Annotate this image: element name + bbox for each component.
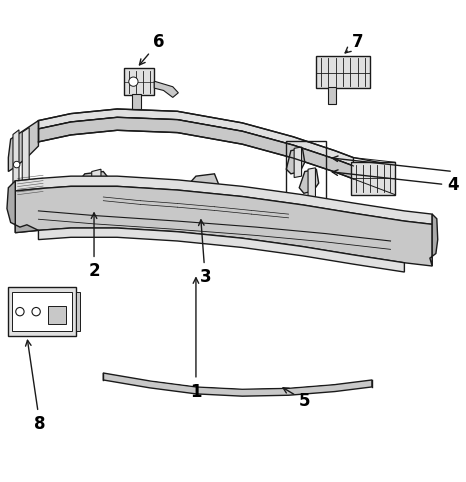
Polygon shape — [15, 176, 432, 224]
FancyBboxPatch shape — [351, 162, 395, 195]
Text: 6: 6 — [139, 33, 164, 65]
Text: 4: 4 — [332, 170, 459, 194]
FancyBboxPatch shape — [12, 292, 72, 331]
FancyBboxPatch shape — [8, 287, 75, 336]
Circle shape — [14, 161, 20, 168]
Polygon shape — [15, 187, 432, 266]
Text: 2: 2 — [88, 213, 100, 280]
Text: 7: 7 — [345, 33, 364, 53]
Polygon shape — [299, 169, 319, 193]
Polygon shape — [308, 168, 315, 199]
Polygon shape — [39, 109, 353, 166]
Polygon shape — [8, 120, 39, 172]
Circle shape — [16, 308, 24, 316]
Text: 8: 8 — [26, 340, 46, 433]
Text: 1: 1 — [190, 278, 202, 401]
FancyBboxPatch shape — [75, 292, 80, 331]
Circle shape — [129, 77, 138, 86]
Text: 3: 3 — [199, 220, 211, 286]
Polygon shape — [286, 148, 305, 174]
Polygon shape — [75, 172, 113, 190]
FancyBboxPatch shape — [328, 87, 336, 104]
Polygon shape — [294, 147, 302, 177]
Polygon shape — [353, 158, 391, 164]
Polygon shape — [39, 228, 404, 272]
Polygon shape — [187, 174, 219, 192]
Text: 5: 5 — [283, 388, 310, 410]
Circle shape — [32, 308, 40, 316]
Polygon shape — [13, 130, 19, 200]
Polygon shape — [430, 214, 438, 266]
Polygon shape — [103, 373, 372, 396]
FancyBboxPatch shape — [132, 94, 141, 109]
Polygon shape — [92, 169, 101, 200]
Polygon shape — [154, 81, 178, 97]
Polygon shape — [22, 128, 29, 195]
Polygon shape — [39, 117, 353, 179]
FancyBboxPatch shape — [48, 306, 66, 324]
FancyBboxPatch shape — [316, 56, 370, 88]
FancyBboxPatch shape — [124, 68, 154, 95]
Polygon shape — [7, 181, 39, 233]
